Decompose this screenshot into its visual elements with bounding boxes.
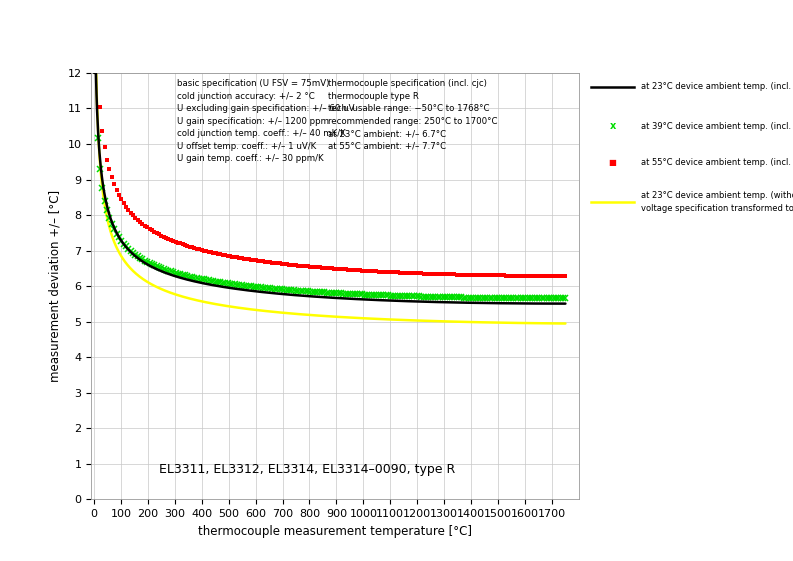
Text: at 23°C device ambient temp. (without cjc),: at 23°C device ambient temp. (without cj…: [641, 191, 793, 200]
Text: x: x: [610, 121, 615, 131]
Text: ■: ■: [609, 158, 616, 167]
Text: at 55°C device ambient temp. (incl. cjc): at 55°C device ambient temp. (incl. cjc): [641, 158, 793, 167]
Text: thermocouple specification (incl. cjc)
thermocouple type R
tech. usable range: −: thermocouple specification (incl. cjc) t…: [328, 79, 497, 151]
Text: voltage specification transformed to temp.: voltage specification transformed to tem…: [641, 204, 793, 213]
X-axis label: thermocouple measurement temperature [°C]: thermocouple measurement temperature [°C…: [198, 525, 472, 537]
Y-axis label: measurement deviation +/– [°C]: measurement deviation +/– [°C]: [49, 190, 62, 382]
Text: at 23°C device ambient temp. (incl. cjc): at 23°C device ambient temp. (incl. cjc): [641, 82, 793, 91]
Text: basic specification (U FSV = 75mV)
cold junction accuracy: +/– 2 °C
U excluding : basic specification (U FSV = 75mV) cold …: [177, 79, 354, 163]
Text: EL3311, EL3312, EL3314, EL3314–0090, type R: EL3311, EL3312, EL3314, EL3314–0090, typ…: [159, 463, 456, 476]
Text: at 39°C device ambient temp. (incl. cjc): at 39°C device ambient temp. (incl. cjc): [641, 122, 793, 131]
